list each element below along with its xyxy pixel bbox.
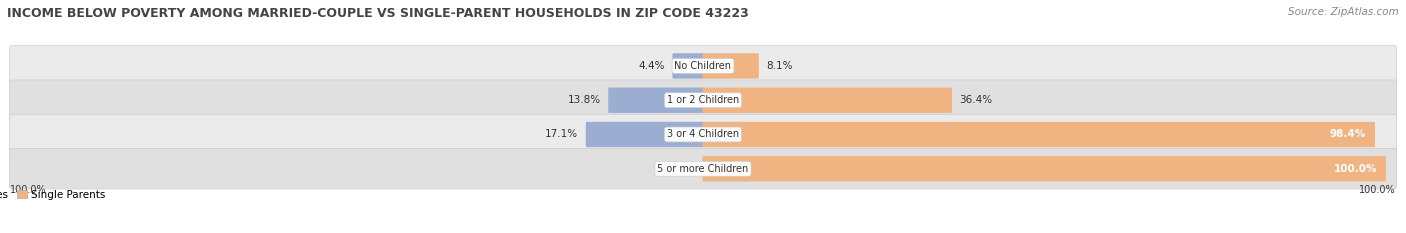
Text: 1 or 2 Children: 1 or 2 Children <box>666 95 740 105</box>
FancyBboxPatch shape <box>672 53 703 79</box>
Text: 8.1%: 8.1% <box>766 61 793 71</box>
Text: 0.0%: 0.0% <box>669 164 695 174</box>
Text: Source: ZipAtlas.com: Source: ZipAtlas.com <box>1288 7 1399 17</box>
Text: 100.0%: 100.0% <box>10 185 46 195</box>
FancyBboxPatch shape <box>703 122 1375 147</box>
FancyBboxPatch shape <box>586 122 703 147</box>
Text: 36.4%: 36.4% <box>959 95 993 105</box>
FancyBboxPatch shape <box>703 88 952 113</box>
Text: 17.1%: 17.1% <box>546 130 578 140</box>
Text: 98.4%: 98.4% <box>1330 130 1367 140</box>
FancyBboxPatch shape <box>703 53 759 79</box>
Text: INCOME BELOW POVERTY AMONG MARRIED-COUPLE VS SINGLE-PARENT HOUSEHOLDS IN ZIP COD: INCOME BELOW POVERTY AMONG MARRIED-COUPL… <box>7 7 749 20</box>
FancyBboxPatch shape <box>10 114 1396 155</box>
FancyBboxPatch shape <box>609 88 703 113</box>
Text: 100.0%: 100.0% <box>1360 185 1396 195</box>
Legend: Married Couples, Single Parents: Married Couples, Single Parents <box>0 185 110 204</box>
FancyBboxPatch shape <box>10 46 1396 86</box>
Text: 5 or more Children: 5 or more Children <box>658 164 748 174</box>
FancyBboxPatch shape <box>10 149 1396 189</box>
FancyBboxPatch shape <box>10 80 1396 120</box>
Text: 3 or 4 Children: 3 or 4 Children <box>666 130 740 140</box>
Text: 100.0%: 100.0% <box>1334 164 1376 174</box>
Text: No Children: No Children <box>675 61 731 71</box>
Text: 13.8%: 13.8% <box>568 95 600 105</box>
Text: 4.4%: 4.4% <box>638 61 665 71</box>
FancyBboxPatch shape <box>703 156 1386 182</box>
